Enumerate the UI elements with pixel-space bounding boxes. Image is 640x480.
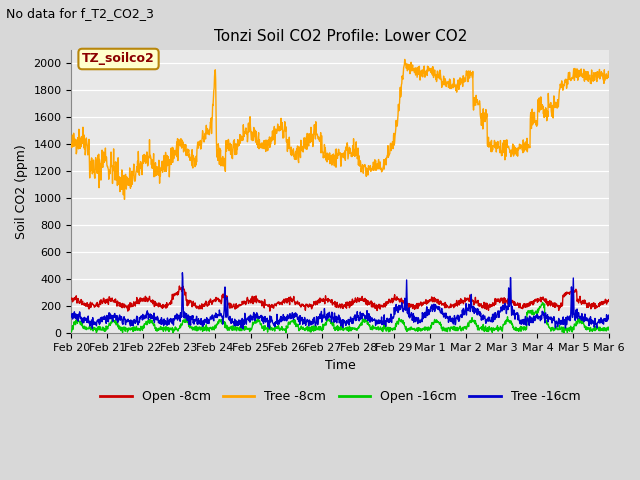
Y-axis label: Soil CO2 (ppm): Soil CO2 (ppm) [15, 144, 28, 239]
Legend: Open -8cm, Tree -8cm, Open -16cm, Tree -16cm: Open -8cm, Tree -8cm, Open -16cm, Tree -… [95, 385, 585, 408]
Title: Tonzi Soil CO2 Profile: Lower CO2: Tonzi Soil CO2 Profile: Lower CO2 [214, 29, 467, 44]
X-axis label: Time: Time [325, 359, 356, 372]
Text: No data for f_T2_CO2_3: No data for f_T2_CO2_3 [6, 7, 154, 20]
Text: TZ_soilco2: TZ_soilco2 [82, 52, 155, 65]
